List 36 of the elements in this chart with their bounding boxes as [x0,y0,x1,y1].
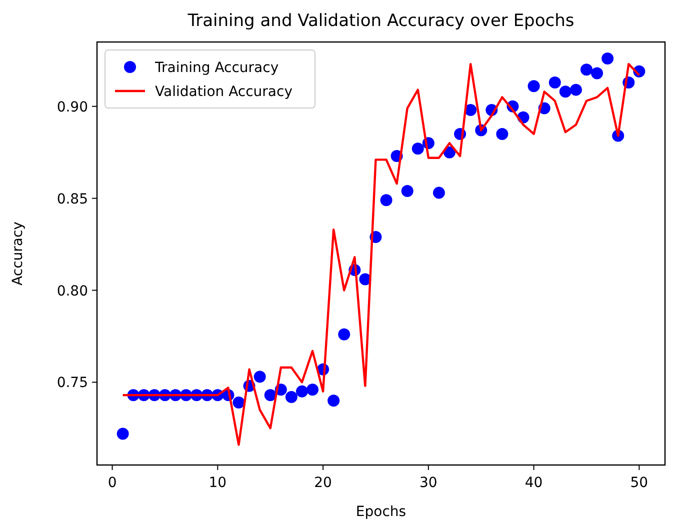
chart-title: Training and Validation Accuracy over Epochs [186,11,574,31]
point [296,385,308,398]
point [232,396,245,408]
point [328,394,340,407]
point [528,80,540,92]
point [570,84,582,96]
point [254,370,266,383]
point [580,64,592,76]
point [548,76,561,88]
x-axis-title: Epochs [356,504,406,520]
point [591,67,604,80]
point [380,194,392,206]
x-tick-label: 30 [420,475,438,491]
point [401,184,414,197]
x-tick-label: 0 [108,475,117,491]
point [602,52,614,65]
point [432,186,445,199]
x-tick-label: 20 [314,475,332,491]
point [412,142,424,155]
point [338,328,350,340]
point [559,86,572,98]
legend-label: Validation Accuracy [155,84,292,100]
x-tick-label: 10 [208,475,227,491]
x-tick-label: 50 [630,475,648,491]
y-axis-title: Accuracy [10,222,26,286]
y-tick-label: 0.85 [56,191,88,208]
point [116,428,129,440]
y-tick-label: 0.75 [56,375,88,392]
point [285,390,298,403]
x-tick-label: 40 [524,475,543,491]
legend-label: Training Accuracy [154,60,279,76]
y-tick-label: 0.90 [56,99,88,116]
point [306,384,319,396]
point [496,128,508,140]
point [264,389,276,402]
y-tick-label: 0.80 [56,283,88,300]
